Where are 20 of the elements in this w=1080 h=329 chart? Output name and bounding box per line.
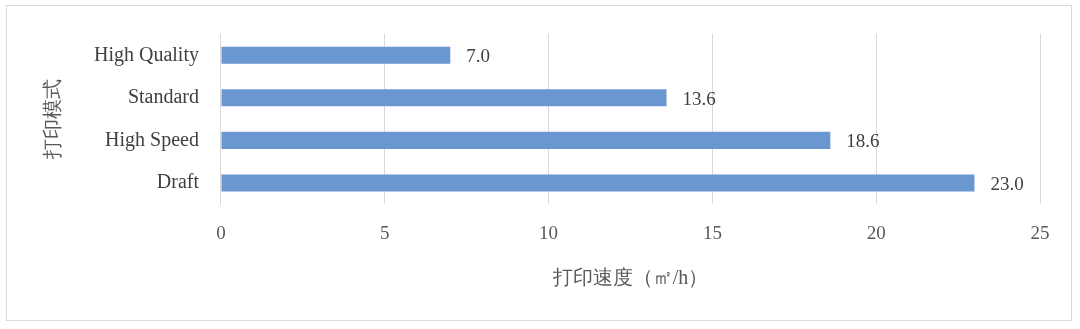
data-label: 13.6 xyxy=(682,87,716,109)
y-tick-label: Standard xyxy=(127,85,199,108)
x-tick-label: 0 xyxy=(216,221,226,243)
bar xyxy=(221,89,667,107)
x-tick-label: 10 xyxy=(539,221,559,243)
x-tick-label: 15 xyxy=(702,221,722,243)
x-tick-label: 25 xyxy=(1030,221,1050,243)
x-tick-label: 20 xyxy=(866,221,886,243)
x-tick-label: 5 xyxy=(380,221,390,243)
y-tick-label: Draft xyxy=(156,170,200,193)
y-tick-label: High Speed xyxy=(105,127,199,151)
bar xyxy=(221,131,831,149)
y-tick-label: High Quality xyxy=(93,42,199,66)
data-label: 7.0 xyxy=(466,45,491,67)
data-label: 23.0 xyxy=(990,172,1024,194)
bar xyxy=(221,46,451,64)
data-label: 18.6 xyxy=(846,130,880,152)
x-axis-title: 打印速度（㎡/h） xyxy=(551,266,709,289)
y-axis-title: 打印模式 xyxy=(41,79,64,161)
bar xyxy=(221,174,975,192)
